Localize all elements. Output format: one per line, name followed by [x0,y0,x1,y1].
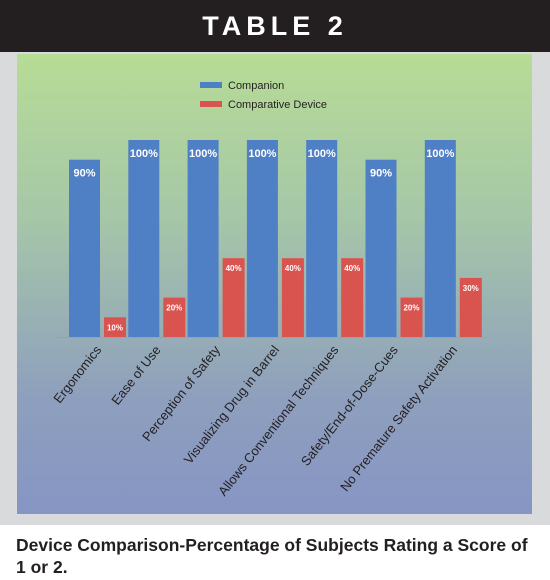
figure-caption: Device Comparison-Percentage of Subjects… [16,535,528,577]
bar-label-companion: 90% [73,168,95,180]
bar-label-companion: 100% [130,148,158,160]
legend-swatch [200,101,222,107]
bar-companion [128,140,160,337]
bar-companion [187,140,219,337]
bar-label-comparative: 20% [166,304,182,313]
bar-label-companion: 100% [189,148,217,160]
bar-comparative [459,277,482,337]
bar-comparative [104,317,126,337]
bar-companion [306,140,338,337]
category-label: Allows Conventional Techniques [215,342,342,498]
bar-comparative [281,258,304,337]
bar-companion [424,140,456,337]
bar-companion [69,159,100,337]
bar-label-companion: 100% [426,148,454,160]
bar-comparative [163,297,186,337]
bar-companion [365,159,397,337]
legend-label: Comparative Device [228,99,327,111]
category-label: Ease of Use [108,343,163,408]
bar-companion [246,140,278,337]
legend-swatch [200,82,222,88]
bar-label-comparative: 40% [285,264,301,273]
bar-comparative [400,297,423,337]
legend-label: Companion [228,80,284,92]
bar-comparative [222,258,245,337]
bar-label-comparative: 20% [403,304,419,313]
bar-label-companion: 100% [308,148,336,160]
bar-comparative [341,258,364,337]
bar-label-comparative: 30% [463,284,479,293]
chart-frame: TABLE 2 90% 10% Ergonomics 100% 20% Ease of U… [0,0,550,525]
bar-label-comparative: 40% [344,264,360,273]
category-label: Safety/End-of-Dose-Cues [298,342,401,468]
table-title: TABLE 2 [0,0,550,52]
bar-chart: 90% 10% Ergonomics 100% 20% Ease of Use 100% 40… [50,80,487,499]
category-label: No Premature Safety Activation [337,343,460,495]
plot-area: 90% 10% Ergonomics 100% 20% Ease of Use 100% 40… [17,54,532,514]
bar-label-comparative: 40% [226,264,242,273]
bar-label-companion: 90% [370,168,392,180]
bar-label-companion: 100% [248,148,276,160]
bar-label-comparative: 10% [107,323,123,332]
category-label: Ergonomics [50,342,104,406]
